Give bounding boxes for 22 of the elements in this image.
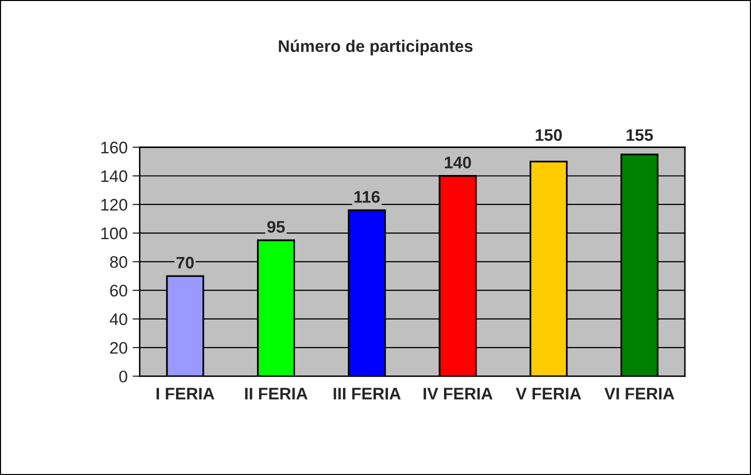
- chart-title: Número de participantes: [278, 40, 473, 56]
- y-tick-label: 100: [101, 228, 128, 240]
- y-tick-label: 40: [110, 313, 128, 326]
- y-tick-label: 0: [119, 370, 128, 382]
- y-tick-label: 80: [110, 256, 128, 268]
- y-tick-label: 140: [101, 170, 128, 182]
- data-label: 155: [626, 129, 653, 141]
- x-tick-label: II FERIA: [245, 388, 308, 400]
- y-tick-label: 60: [110, 284, 128, 297]
- data-label: 150: [536, 129, 562, 141]
- data-label: 140: [444, 156, 471, 168]
- y-tick-label: 120: [101, 198, 128, 211]
- x-tick-label: I FERIA: [156, 388, 214, 400]
- x-tick-label: IV FERIA: [424, 388, 492, 400]
- data-label: 70: [176, 256, 194, 269]
- x-tick-label: III FERIA: [334, 388, 401, 400]
- y-tick-label: 160: [101, 142, 128, 154]
- x-tick-label: VI FERIA: [604, 388, 674, 400]
- data-label: 95: [267, 221, 285, 233]
- y-tick-label: 20: [110, 342, 128, 354]
- x-tick-label: V FERIA: [516, 388, 582, 400]
- data-label: 116: [354, 190, 380, 203]
